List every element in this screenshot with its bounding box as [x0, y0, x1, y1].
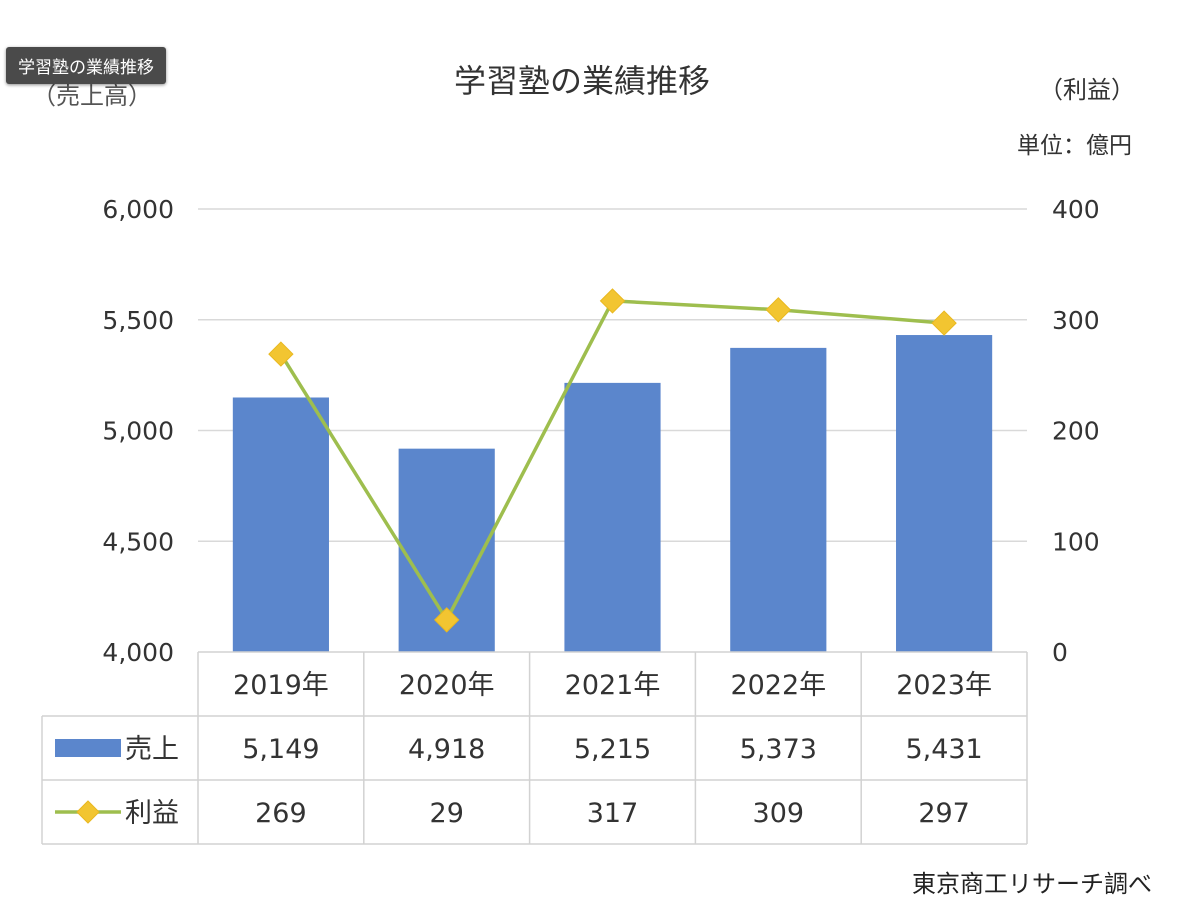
x-tick-label: 2023年 [896, 670, 992, 701]
line-point [433, 607, 460, 633]
chart-title: 学習塾の業績推移 [454, 62, 710, 100]
x-tick-label: 2020年 [399, 670, 495, 701]
bar [564, 382, 661, 652]
line-series [268, 288, 957, 633]
bar [730, 347, 827, 652]
line-point [931, 310, 957, 336]
legend-label-sales: 売上 [125, 734, 179, 765]
right-tick-label: 400 [1052, 195, 1100, 224]
sales-value-label: 5,149 [242, 734, 319, 765]
right-tick-label: 200 [1052, 417, 1100, 446]
sales-value-label: 5,215 [574, 734, 651, 765]
legend-label-profit: 利益 [125, 798, 179, 829]
left-tick-label: 4,000 [102, 638, 174, 667]
left-tick-label: 6,000 [102, 195, 174, 224]
line-point [268, 341, 294, 367]
profit-value-label: 317 [587, 798, 639, 829]
x-tick-label: 2021年 [565, 670, 661, 701]
line-point [599, 288, 626, 314]
left-tick-label: 5,000 [102, 417, 174, 446]
left-tick-label: 5,500 [102, 306, 174, 335]
unit-label: 単位：億円 [1017, 133, 1132, 159]
profit-value-label: 269 [255, 798, 307, 829]
profit-value-label: 29 [430, 798, 464, 829]
bar [896, 335, 993, 652]
axis-ticks: 4,000 0 4,500 100 5,000 200 5,500 300 6,000 400 [102, 195, 1099, 667]
right-tick-label: 100 [1052, 527, 1100, 556]
right-tick-label: 300 [1052, 306, 1100, 335]
data-table: 2019年 5,149 269 2020年 4,918 29 2021年 5,215 317 20… [41, 651, 1028, 845]
sales-value-label: 5,431 [905, 734, 982, 765]
left-axis-label: （売上高） [32, 82, 152, 110]
x-tick-label: 2022年 [730, 670, 826, 701]
legend-key-sales [55, 739, 121, 757]
sales-value-label: 5,373 [740, 734, 817, 765]
x-tick-label: 2019年 [233, 670, 329, 701]
sales-value-label: 4,918 [408, 734, 485, 765]
bar-series [232, 335, 993, 652]
line-point [765, 297, 792, 323]
right-tick-label: 0 [1052, 638, 1068, 667]
source-label: 東京商工リサーチ調べ [912, 870, 1152, 898]
bar [232, 397, 329, 652]
profit-value-label: 309 [753, 798, 805, 829]
left-tick-label: 4,500 [102, 527, 174, 556]
tooltip: 学習塾の業績推移 [6, 47, 166, 84]
profit-value-label: 297 [918, 798, 970, 829]
legend-key-profit-marker [76, 800, 100, 824]
right-axis-label: （利益） [1039, 76, 1135, 104]
